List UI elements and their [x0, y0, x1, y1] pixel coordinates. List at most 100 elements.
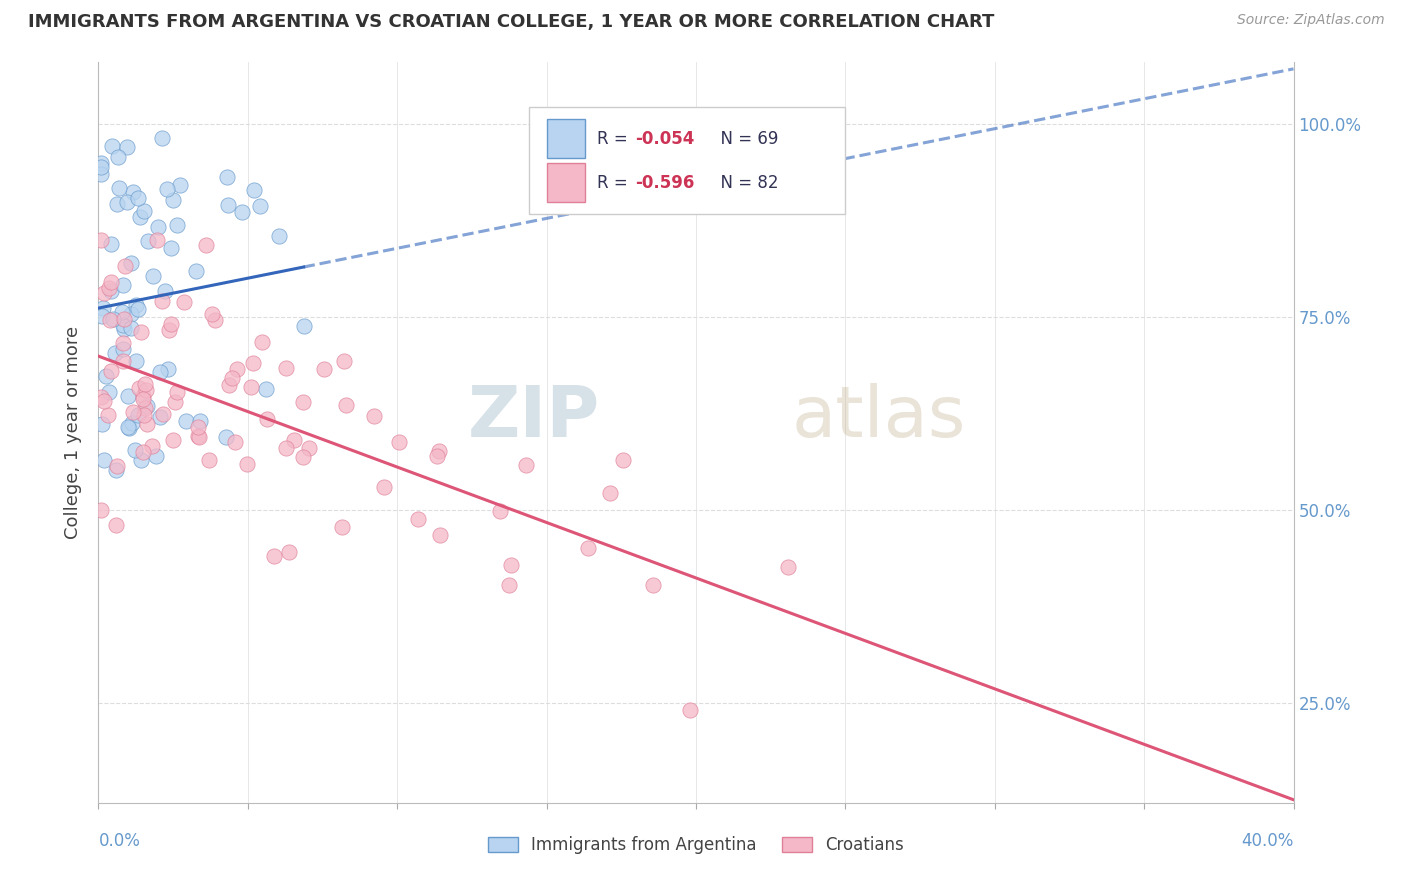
- Point: [127, 191, 149, 205]
- Point: [166, 384, 188, 399]
- FancyBboxPatch shape: [547, 163, 585, 202]
- Point: [188, 414, 211, 428]
- Point: [125, 298, 148, 312]
- Point: [498, 578, 520, 592]
- Point: [291, 450, 314, 465]
- Point: [194, 238, 217, 252]
- Point: [132, 389, 155, 403]
- Text: -0.054: -0.054: [636, 129, 695, 147]
- Point: [160, 317, 183, 331]
- Point: [118, 421, 141, 435]
- Point: [169, 178, 191, 193]
- FancyBboxPatch shape: [529, 107, 845, 214]
- Point: [335, 398, 357, 412]
- Point: [312, 361, 335, 376]
- Point: [122, 185, 145, 199]
- Point: [97, 409, 120, 423]
- Point: [111, 318, 134, 332]
- Point: [156, 182, 179, 196]
- Point: [111, 353, 134, 368]
- Point: [132, 445, 155, 459]
- Point: [90, 160, 112, 174]
- Point: [274, 360, 297, 375]
- Y-axis label: College, 1 year or more: College, 1 year or more: [65, 326, 83, 539]
- Point: [134, 408, 156, 422]
- Point: [120, 307, 142, 321]
- Point: [256, 412, 278, 426]
- Point: [283, 433, 305, 447]
- Text: IMMIGRANTS FROM ARGENTINA VS CROATIAN COLLEGE, 1 YEAR OR MORE CORRELATION CHART: IMMIGRANTS FROM ARGENTINA VS CROATIAN CO…: [28, 13, 994, 31]
- Point: [429, 528, 451, 542]
- Point: [148, 365, 170, 379]
- Point: [188, 430, 211, 444]
- Point: [107, 150, 129, 164]
- Point: [249, 199, 271, 213]
- Point: [174, 413, 197, 427]
- Point: [93, 394, 115, 409]
- Point: [165, 395, 187, 409]
- Point: [129, 210, 152, 224]
- Point: [166, 218, 188, 232]
- Point: [274, 442, 297, 456]
- Text: 40.0%: 40.0%: [1241, 832, 1294, 850]
- Point: [224, 435, 246, 450]
- Point: [267, 228, 290, 243]
- Point: [134, 203, 156, 218]
- Point: [201, 307, 224, 321]
- Point: [101, 312, 124, 326]
- Point: [134, 376, 156, 391]
- Point: [160, 241, 183, 255]
- Point: [112, 322, 135, 336]
- Point: [162, 433, 184, 447]
- Point: [117, 389, 139, 403]
- Point: [90, 390, 112, 404]
- Point: [153, 285, 176, 299]
- Point: [121, 256, 143, 270]
- Point: [162, 194, 184, 208]
- Point: [187, 420, 209, 434]
- Point: [120, 321, 142, 335]
- Point: [104, 463, 127, 477]
- Point: [641, 578, 664, 592]
- Point: [94, 368, 117, 383]
- Point: [250, 335, 273, 350]
- Point: [221, 371, 243, 385]
- Point: [121, 416, 143, 430]
- Point: [98, 313, 121, 327]
- Point: [173, 295, 195, 310]
- Point: [98, 281, 121, 295]
- Legend: Immigrants from Argentina, Croatians: Immigrants from Argentina, Croatians: [481, 830, 911, 861]
- Point: [678, 703, 700, 717]
- Text: ZIP: ZIP: [468, 384, 600, 452]
- Point: [426, 449, 449, 463]
- Point: [599, 486, 621, 500]
- Point: [427, 444, 450, 458]
- Point: [136, 234, 159, 248]
- FancyBboxPatch shape: [547, 120, 585, 158]
- Point: [187, 428, 209, 442]
- Point: [145, 450, 167, 464]
- Point: [576, 541, 599, 555]
- Point: [243, 183, 266, 197]
- Point: [101, 139, 124, 153]
- Point: [225, 362, 247, 376]
- Point: [124, 442, 146, 457]
- Text: atlas: atlas: [792, 384, 966, 452]
- Text: N = 69: N = 69: [710, 129, 779, 147]
- Point: [330, 520, 353, 534]
- Point: [122, 405, 145, 419]
- Text: 0.0%: 0.0%: [98, 832, 141, 850]
- Point: [112, 278, 135, 293]
- Point: [132, 392, 155, 406]
- Point: [254, 382, 277, 396]
- Point: [90, 233, 112, 247]
- Point: [100, 284, 122, 298]
- Point: [236, 457, 259, 471]
- Point: [218, 377, 240, 392]
- Point: [612, 453, 634, 467]
- Point: [156, 362, 179, 376]
- Point: [217, 170, 239, 185]
- Point: [136, 417, 159, 432]
- Point: [114, 259, 136, 273]
- Point: [149, 410, 172, 425]
